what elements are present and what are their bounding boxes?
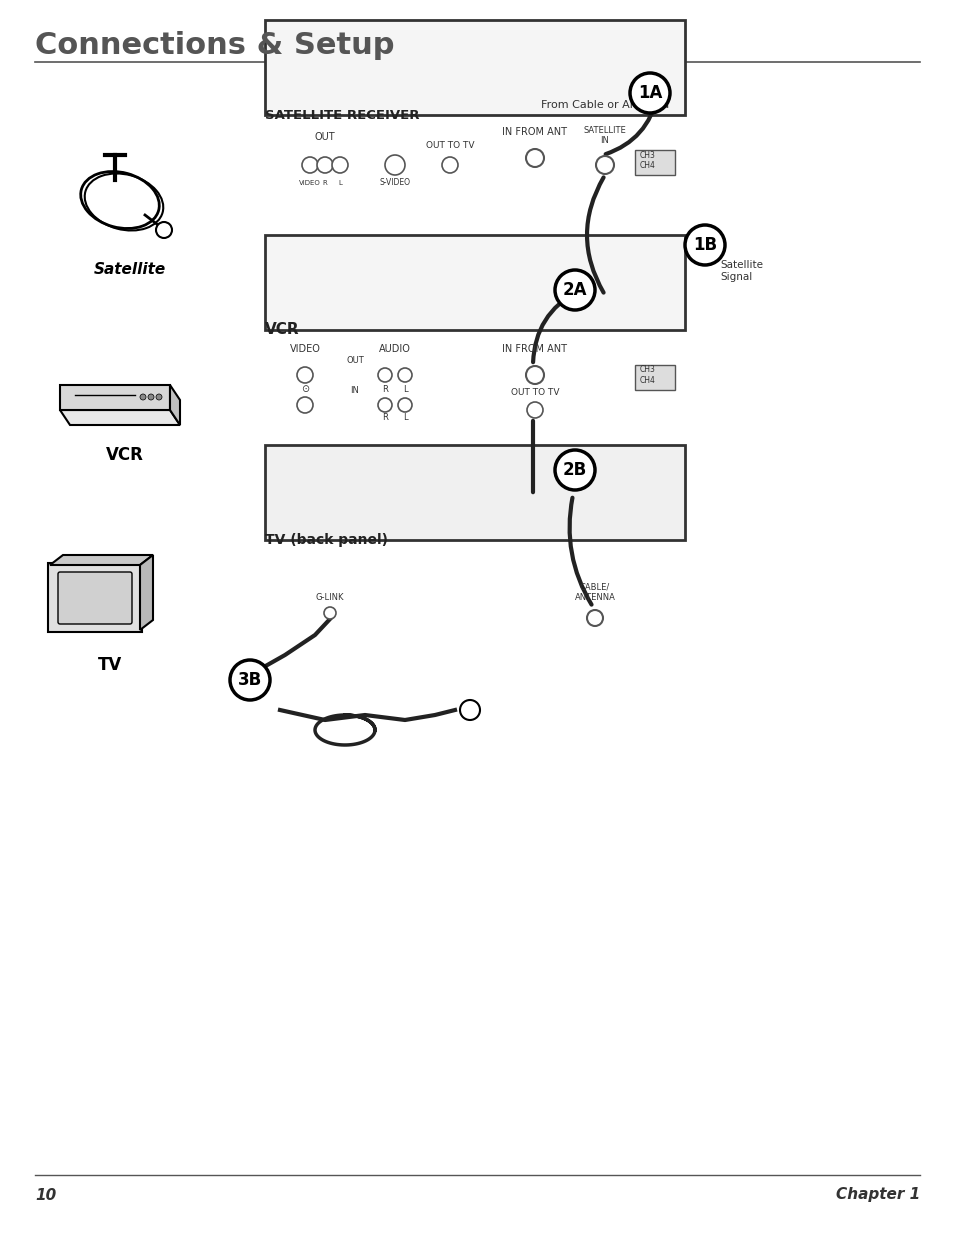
Polygon shape xyxy=(140,555,152,630)
Text: 1A: 1A xyxy=(638,84,661,103)
Text: OUT: OUT xyxy=(314,132,335,142)
Polygon shape xyxy=(50,555,152,564)
Text: VCR: VCR xyxy=(265,322,299,337)
Text: ⊙: ⊙ xyxy=(300,384,309,394)
Text: 1B: 1B xyxy=(692,236,717,254)
Circle shape xyxy=(377,398,392,412)
Circle shape xyxy=(555,450,595,490)
Circle shape xyxy=(156,222,172,238)
Text: From Cable or Antenna: From Cable or Antenna xyxy=(540,100,668,110)
Circle shape xyxy=(332,157,348,173)
Circle shape xyxy=(526,403,542,417)
Text: VCR: VCR xyxy=(106,446,144,464)
Polygon shape xyxy=(170,385,180,425)
Text: R: R xyxy=(322,180,327,186)
FancyBboxPatch shape xyxy=(635,149,675,175)
Ellipse shape xyxy=(81,172,159,228)
Circle shape xyxy=(140,394,146,400)
Text: TV (back panel): TV (back panel) xyxy=(265,534,388,547)
Text: OUT TO TV: OUT TO TV xyxy=(425,141,474,149)
Circle shape xyxy=(629,73,669,112)
Circle shape xyxy=(324,606,335,619)
Circle shape xyxy=(596,156,614,174)
Circle shape xyxy=(684,225,724,266)
Text: 2A: 2A xyxy=(562,282,587,299)
Text: R: R xyxy=(381,412,388,422)
Circle shape xyxy=(586,610,602,626)
Text: IN FROM ANT: IN FROM ANT xyxy=(502,345,567,354)
Text: 3B: 3B xyxy=(237,671,262,689)
Text: SATELLITE
IN: SATELLITE IN xyxy=(583,126,626,144)
Circle shape xyxy=(385,156,405,175)
Text: CH3: CH3 xyxy=(639,366,655,374)
Circle shape xyxy=(296,396,313,412)
Circle shape xyxy=(441,157,457,173)
Text: TV: TV xyxy=(98,656,122,674)
Text: VIDEO: VIDEO xyxy=(290,345,320,354)
Text: IN FROM ANT: IN FROM ANT xyxy=(502,127,567,137)
FancyBboxPatch shape xyxy=(48,563,142,632)
Circle shape xyxy=(555,270,595,310)
FancyBboxPatch shape xyxy=(265,20,684,115)
Text: Satellite
Signal: Satellite Signal xyxy=(720,259,762,282)
Circle shape xyxy=(525,149,543,167)
Text: OUT TO TV: OUT TO TV xyxy=(510,388,558,396)
Circle shape xyxy=(296,367,313,383)
Circle shape xyxy=(459,700,479,720)
Text: VIDEO: VIDEO xyxy=(299,180,320,186)
FancyBboxPatch shape xyxy=(265,235,684,330)
Polygon shape xyxy=(60,410,180,425)
Circle shape xyxy=(148,394,153,400)
Circle shape xyxy=(156,394,162,400)
Circle shape xyxy=(316,157,333,173)
Text: CH4: CH4 xyxy=(639,161,655,170)
Text: OUT: OUT xyxy=(346,356,363,366)
Text: 10: 10 xyxy=(35,1188,56,1203)
Text: L: L xyxy=(402,412,407,422)
Text: CABLE/
ANTENNA: CABLE/ ANTENNA xyxy=(574,583,615,601)
Text: Chapter 1: Chapter 1 xyxy=(835,1188,919,1203)
FancyBboxPatch shape xyxy=(265,445,684,540)
Text: L: L xyxy=(402,385,407,394)
Text: 2B: 2B xyxy=(562,461,586,479)
FancyBboxPatch shape xyxy=(58,572,132,624)
Text: R: R xyxy=(381,385,388,394)
Text: CH3: CH3 xyxy=(639,151,655,161)
Circle shape xyxy=(397,368,412,382)
Circle shape xyxy=(397,398,412,412)
Text: L: L xyxy=(337,180,341,186)
Polygon shape xyxy=(60,385,170,410)
Circle shape xyxy=(377,368,392,382)
Text: Connections & Setup: Connections & Setup xyxy=(35,31,395,59)
Text: G-LINK: G-LINK xyxy=(315,593,344,601)
Text: SATELLITE RECEIVER: SATELLITE RECEIVER xyxy=(265,109,419,122)
Text: Satellite: Satellite xyxy=(93,263,166,278)
Circle shape xyxy=(525,366,543,384)
FancyBboxPatch shape xyxy=(635,366,675,390)
Circle shape xyxy=(230,659,270,700)
Text: AUDIO: AUDIO xyxy=(378,345,411,354)
Text: IN: IN xyxy=(350,387,359,395)
Text: S-VIDEO: S-VIDEO xyxy=(379,178,410,186)
Text: CH4: CH4 xyxy=(639,375,655,385)
Circle shape xyxy=(302,157,317,173)
